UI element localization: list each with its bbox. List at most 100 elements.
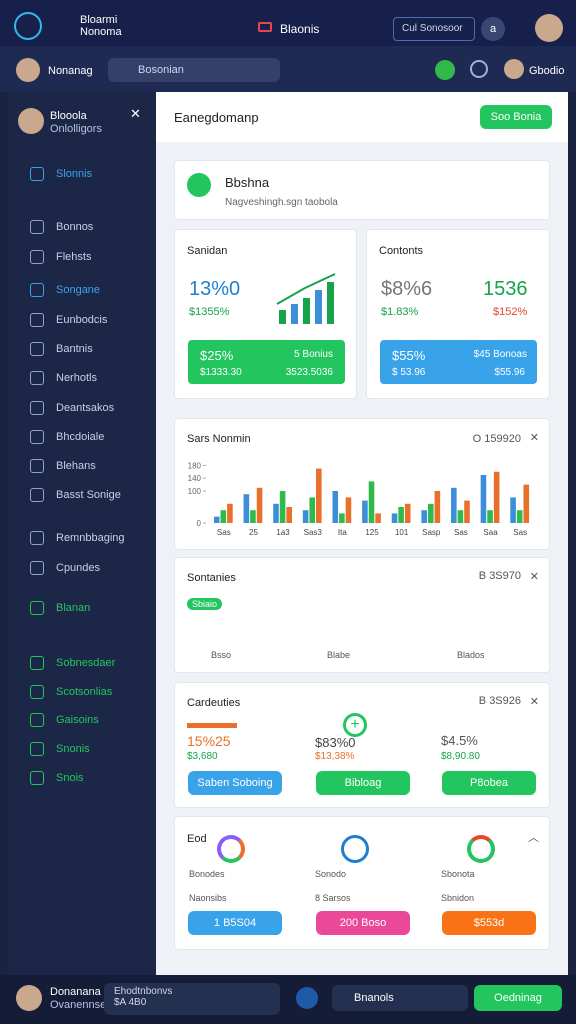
metric: $55% (392, 348, 426, 363)
nav-item[interactable]: Blanan (56, 602, 91, 614)
banner-title: Bbshna (225, 175, 270, 190)
card-title: Eod (187, 833, 207, 845)
nav-item[interactable]: Deantsakos (56, 402, 115, 414)
bottom-bar: Donanana Ovanennse Ehodtnbonvs $A 4B0 Bna… (0, 975, 576, 1024)
icon[interactable] (470, 60, 488, 78)
nav-item[interactable]: Bantnis (56, 343, 93, 355)
change: $13,38% (315, 751, 355, 762)
bar (464, 500, 470, 523)
bar (213, 516, 220, 523)
button[interactable]: 1 B5S04 (188, 911, 282, 935)
button[interactable]: $553d (442, 911, 536, 935)
logo (14, 12, 42, 40)
field[interactable]: Ehodtnbonvs $A 4B0 (104, 983, 280, 1015)
bar (451, 487, 457, 523)
badge[interactable]: a (481, 17, 505, 41)
change: $3,680 (187, 751, 218, 762)
nav-icon (30, 561, 44, 575)
label: Blados (457, 650, 485, 660)
nav-icon (30, 713, 44, 727)
nav-icon (30, 771, 44, 785)
metric: $25% (200, 348, 234, 363)
nav-item[interactable]: Flehsts (56, 251, 92, 263)
button[interactable]: Oedninag (474, 985, 562, 1011)
metric: 5 Bonius (294, 349, 333, 360)
close[interactable]: ✕ (529, 571, 539, 583)
pill: Sbiaio (187, 598, 223, 610)
nav-item[interactable]: Sobnesdaer (56, 657, 116, 669)
button[interactable]: Soo Bonia (480, 105, 552, 129)
bar (243, 494, 250, 523)
bar (286, 507, 292, 523)
nav-item[interactable]: Slonnis (56, 168, 93, 180)
icon[interactable] (296, 987, 318, 1009)
chart-meta: O 159920 (472, 433, 521, 445)
user: Donanana (50, 986, 101, 998)
field-text: Ehodtnbonvs (114, 986, 173, 997)
trend-card: Sontanies B 3S970 ✕ Sbiaio Bsso Blabe Bl… (174, 557, 550, 673)
avatar (16, 58, 40, 82)
nav-item[interactable]: Scotsonlias (56, 686, 113, 698)
mini-chart-icon (276, 273, 336, 324)
bar (339, 513, 345, 523)
icon[interactable] (435, 60, 455, 80)
button[interactable]: Saben Soboing (188, 771, 282, 795)
subtitle: Ovanennse (50, 999, 107, 1011)
cards-card: Cardeuties B 3S926 ✕ + 15%25 $3,680 $83%… (174, 682, 550, 808)
search[interactable]: Cul Sonosoor (393, 17, 475, 41)
nav-icon (30, 220, 44, 234)
nav-item[interactable]: Blehans (56, 460, 96, 472)
nav-icon (30, 459, 44, 473)
card-title: Contonts (379, 245, 424, 257)
bar (427, 503, 434, 523)
bar (434, 491, 441, 523)
avatar[interactable] (535, 14, 563, 42)
link[interactable]: Bnanols (332, 985, 468, 1011)
bar (487, 510, 493, 523)
nav-item[interactable]: Bhcdoiale (56, 431, 105, 443)
nav-item[interactable]: Eunbodcis (56, 314, 108, 326)
bar (516, 510, 523, 523)
nav-item[interactable]: Bonnos (56, 221, 94, 233)
label: Naonsibs (189, 893, 227, 903)
nav-item[interactable]: Snois (56, 772, 84, 784)
button[interactable]: P8obea (442, 771, 536, 795)
metric-bar: $25% 5 Bonius $1333.30 3523.5036 (188, 340, 345, 384)
nav-item[interactable]: Cpundes (56, 562, 101, 574)
user: Nonanag (48, 65, 93, 77)
avatar (16, 985, 42, 1011)
metric: $45 Bonoas (473, 349, 527, 360)
metric-bar: $55% $45 Bonoas $ 53.96 $55.96 (380, 340, 537, 384)
bar (256, 487, 263, 523)
nav-icon (30, 531, 44, 545)
add[interactable]: + (343, 713, 367, 737)
nav-item[interactable]: Songane (56, 284, 101, 296)
nav-item[interactable]: Snonis (56, 743, 90, 755)
avatar (504, 59, 524, 79)
nav-item[interactable]: Nerhotls (56, 372, 97, 384)
close[interactable]: ✕ (529, 432, 539, 444)
bar (250, 510, 256, 523)
nav-item[interactable]: Basst Sonige (56, 489, 121, 501)
y-tick-label: 100 (188, 487, 202, 496)
close[interactable]: ✕ (529, 696, 539, 708)
label: Sbonota (441, 869, 475, 879)
nav-item[interactable]: Gaisoins (56, 714, 99, 726)
close[interactable]: ✕ (130, 106, 141, 121)
nav-icon (30, 313, 44, 327)
bar (404, 503, 411, 523)
nav-item[interactable]: Remnbbaging (56, 532, 125, 544)
x-tick-label: 101 (395, 528, 409, 537)
button[interactable]: 200 Boso (316, 911, 410, 935)
top-bar: Bloarmi Nonoma Blaonis Cul Sonosoor a (0, 0, 576, 46)
tab[interactable]: Blaonis (280, 22, 320, 36)
x-tick-label: Saa (483, 528, 498, 537)
button[interactable]: Bibloag (316, 771, 410, 795)
nav-icon (30, 167, 44, 181)
card-meta: B 3S970 (478, 570, 521, 582)
eod-card: Eod ︿ Bonodes Sonodo Sbonota Naonsibs 8 … (174, 816, 550, 950)
search[interactable]: Bosonian (108, 58, 280, 82)
label: Blabe (327, 650, 351, 660)
gauge (467, 835, 495, 863)
expand[interactable]: ︿ (528, 832, 539, 844)
